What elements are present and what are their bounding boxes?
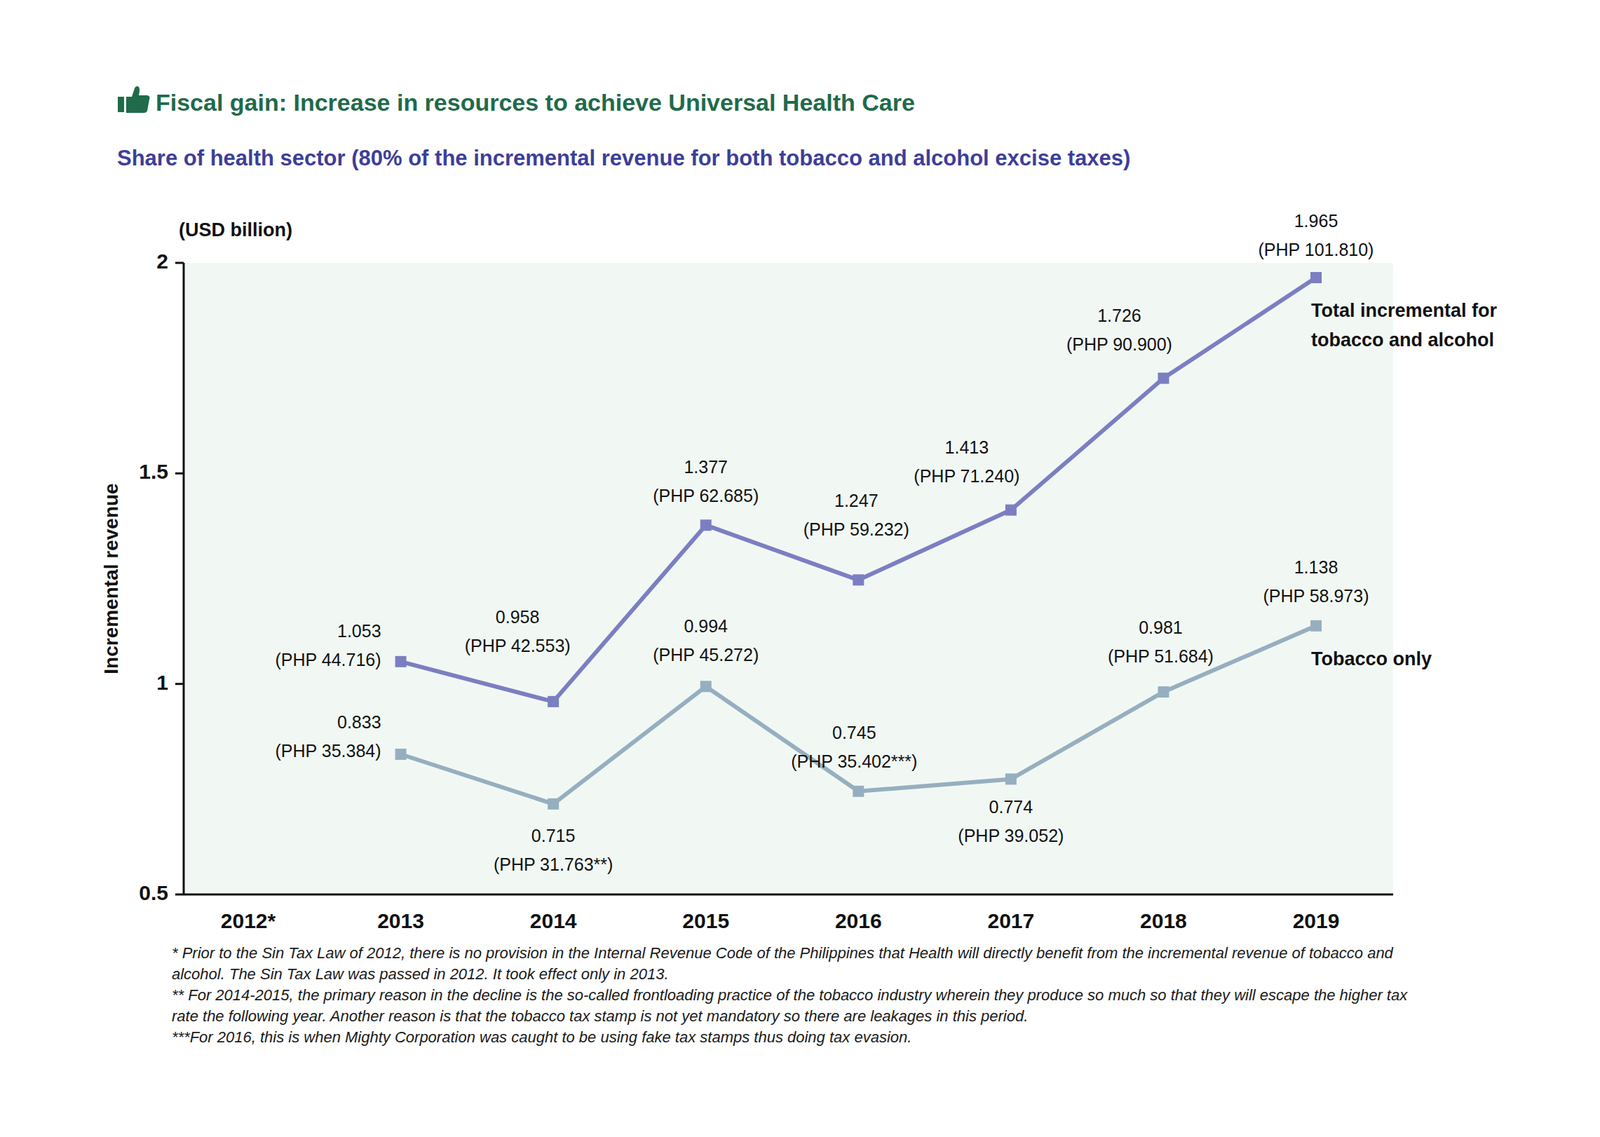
data-label: 1.138 [1294, 557, 1339, 578]
marker [395, 656, 407, 668]
marker [1310, 272, 1322, 284]
y-tick-label: 1.5 [138, 459, 169, 484]
php-label: (PHP 101.810) [1258, 239, 1375, 260]
data-label: 0.981 [1138, 617, 1183, 638]
data-label: 1.377 [683, 457, 728, 477]
series-line [401, 626, 1317, 805]
series-name: Total incremental for tobacco and alcohol [1311, 300, 1498, 351]
y-tick [175, 472, 184, 475]
marker [852, 574, 864, 586]
data-label: 1.965 [1294, 211, 1339, 231]
data-label: 1.247 [834, 490, 879, 511]
footnote: ***For 2016, this is when Mighty Corpora… [171, 1027, 1413, 1049]
data-label: 0.715 [531, 825, 576, 846]
y-unit-label: (USD billion) [178, 219, 293, 241]
title: Fiscal gain: Increase in resources to ac… [155, 89, 915, 116]
x-axis [183, 893, 1394, 897]
php-label: (PHP 59.232) [803, 519, 910, 540]
marker [1157, 373, 1169, 385]
marker [547, 798, 559, 810]
x-tick-label: 2017 [987, 909, 1035, 933]
x-tick-label: 2014 [530, 909, 578, 933]
series-name: Tobacco only [1311, 648, 1432, 670]
marker [852, 785, 864, 798]
data-label: 0.958 [495, 607, 540, 627]
y-tick-label: 2 [156, 249, 169, 273]
data-marks [395, 272, 1322, 810]
y-tick [175, 682, 184, 686]
php-label: (PHP 71.240) [913, 466, 1020, 486]
x-tick-label: 2015 [682, 909, 730, 933]
php-label: (PHP 35.384) [275, 741, 382, 761]
data-label: 0.745 [832, 722, 877, 743]
series-name-line: Tobacco only [1311, 648, 1432, 670]
footnote: * Prior to the Sin Tax Law of 2012, ther… [171, 943, 1413, 986]
y-tick [175, 893, 184, 897]
marker [1005, 773, 1017, 785]
php-label: (PHP 31.763**) [493, 854, 613, 875]
marker [700, 519, 712, 531]
marker [1005, 504, 1017, 517]
data-label: 0.774 [989, 797, 1034, 817]
php-label: (PHP 45.272) [652, 645, 759, 665]
data-label: 1.053 [337, 621, 382, 641]
marker [547, 696, 559, 708]
icon-part [126, 86, 151, 113]
php-label: (PHP 51.684) [1107, 646, 1214, 667]
x-tick-label: 2018 [1140, 909, 1188, 933]
marker [700, 680, 712, 693]
data-label: 0.994 [683, 616, 728, 636]
data-label: 0.833 [337, 712, 382, 732]
footnote: ** For 2014-2015, the primary reason in … [171, 985, 1413, 1028]
series-name-line: tobacco and alcohol [1311, 329, 1495, 351]
footnotes: * Prior to the Sin Tax Law of 2012, ther… [171, 943, 1413, 1049]
php-label: (PHP 35.402***) [790, 751, 918, 772]
php-label: (PHP 39.052) [957, 825, 1064, 846]
series-name-line: Total incremental for [1311, 300, 1498, 322]
x-tick-label: 2013 [377, 909, 425, 933]
marker [1157, 686, 1169, 698]
subtitle: Share of health sector (80% of the incre… [117, 145, 1131, 171]
php-label: (PHP 62.685) [652, 485, 759, 506]
plot-background [183, 262, 1394, 895]
php-label: (PHP 90.900) [1066, 334, 1173, 355]
marker [1310, 620, 1322, 632]
y-tick [175, 262, 184, 265]
y-axis-label: Incremental revenue [100, 483, 122, 674]
data-label: 1.726 [1097, 305, 1142, 326]
y-tick-label: 0.5 [138, 881, 169, 905]
x-tick-label: 2012* [220, 909, 277, 933]
marker [395, 748, 407, 761]
title-icon [117, 86, 151, 113]
series-line [401, 277, 1317, 702]
y-axis [182, 262, 186, 895]
php-label: (PHP 42.553) [464, 635, 571, 656]
data-label: 1.413 [945, 437, 990, 458]
x-tick-label: 2019 [1292, 909, 1340, 933]
x-tick-label: 2016 [835, 909, 883, 933]
php-label: (PHP 58.973) [1262, 586, 1369, 606]
data-labels: 1.053 (PHP 44.716) 0.958 (PHP 42.553) 1.377 (… [275, 211, 1498, 876]
icon-part [117, 96, 125, 113]
php-label: (PHP 44.716) [275, 649, 382, 670]
y-tick-label: 1 [156, 670, 169, 695]
